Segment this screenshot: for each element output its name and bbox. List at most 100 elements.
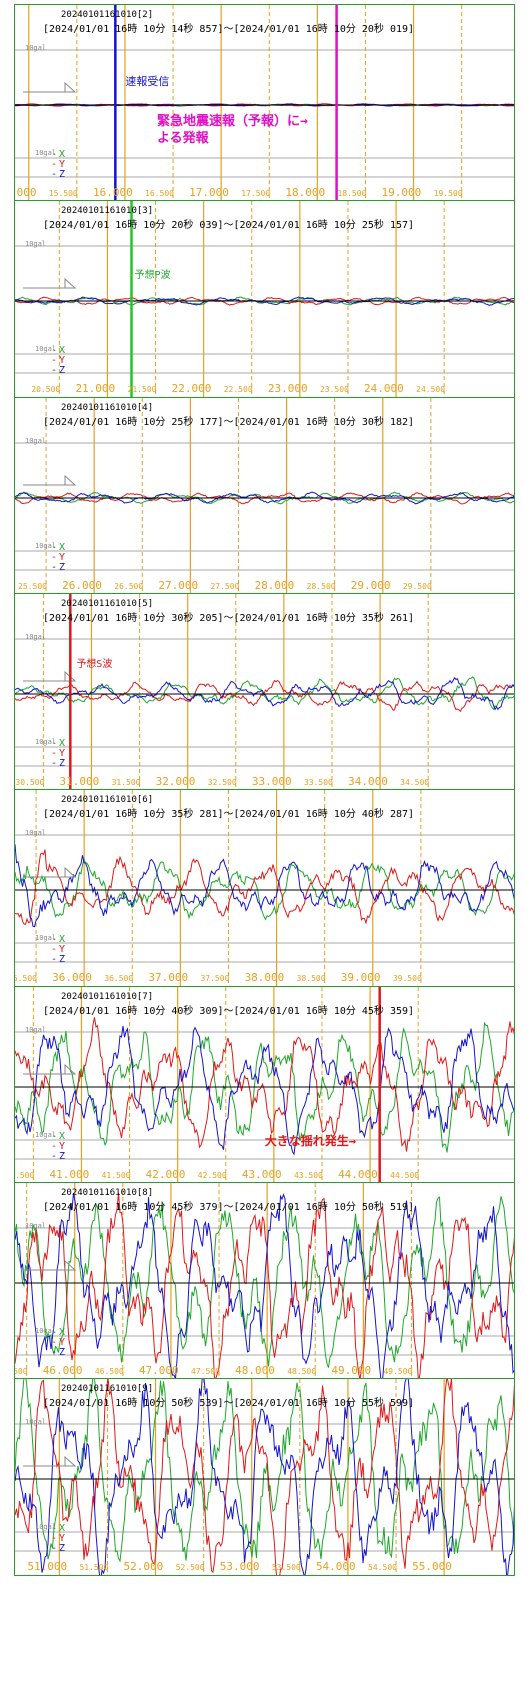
legend-label-z: Z (59, 1151, 65, 1162)
time-label-major: 15.000 (15, 186, 37, 199)
legend-label-x: X (59, 345, 65, 356)
waveform-y (15, 679, 514, 712)
legend-dash: - (51, 365, 57, 376)
time-label-major: 55.000 (412, 1560, 452, 1573)
waveform-z (15, 844, 514, 928)
event-label: よる発報 (157, 130, 210, 146)
waveform-y (15, 1016, 514, 1152)
scale-label-bottom: 10gal (35, 149, 56, 157)
legend-dash: - (51, 934, 57, 945)
time-label-minor: 33.500 (304, 778, 333, 787)
time-label-minor: 41.500 (102, 1171, 131, 1180)
time-label-major: 43.000 (242, 1168, 282, 1181)
record-id: 20240101161010[9] (61, 1384, 153, 1394)
waveform-chart: 10gal 10gal 20240101161010[4] [2024/01/01 1… (15, 397, 514, 594)
legend-dash: - (51, 1337, 57, 1348)
time-label-minor: 38.500 (297, 974, 326, 983)
time-label-major: 36.000 (52, 971, 92, 984)
time-range: [2024/01/01 16時 10分 40秒 309]～[2024/01/01… (43, 1004, 414, 1017)
time-label-minor: 34.500 (400, 778, 429, 787)
time-label-minor: 29.500 (403, 582, 432, 591)
time-label-minor: 26.500 (114, 582, 143, 591)
time-label-minor: 39.500 (393, 974, 422, 983)
legend-dash: - (51, 944, 57, 955)
scale-arrow-icon (23, 474, 77, 486)
time-label-major: 34.000 (348, 775, 388, 788)
scale-label-top: 10gal (25, 1026, 46, 1034)
waveform-chart: 10gal 10gal 20240101161010[7] [2024/01/01 1… (15, 986, 514, 1183)
waveform-z (15, 676, 514, 711)
legend-dash: - (51, 552, 57, 563)
time-range: [2024/01/01 16時 10分 45秒 379]～[2024/01/01… (43, 1200, 414, 1213)
legend-dash: - (51, 954, 57, 965)
scale-label-top: 10gal (25, 44, 46, 52)
time-label-minor: 52.500 (176, 1563, 205, 1572)
scale-label-top: 10gal (25, 829, 46, 837)
legend-label-y: Y (59, 1141, 65, 1152)
legend-dash: - (51, 355, 57, 366)
time-label-minor: 37.500 (200, 974, 229, 983)
waveform-x (15, 1195, 514, 1368)
time-label-major: 44.000 (338, 1168, 378, 1181)
waveform-z (15, 1379, 514, 1576)
legend-label-z: Z (59, 562, 65, 573)
time-label-minor: 49.500 (383, 1367, 412, 1376)
waveform-z (15, 491, 514, 504)
waveform-x (15, 1021, 514, 1152)
scale-arrow-icon (23, 1259, 77, 1271)
waveform-y (15, 1192, 514, 1379)
legend-label-y: Y (59, 159, 65, 170)
scale-label-top: 10gal (25, 633, 46, 641)
waveform-x (15, 1379, 514, 1563)
waveform-z (15, 1192, 514, 1379)
legend-label-x: X (59, 149, 65, 160)
legend-label-y: Y (59, 748, 65, 759)
time-label-minor: 51.500 (79, 1563, 108, 1572)
record-id: 20240101161010[6] (61, 795, 153, 805)
time-range: [2024/01/01 16時 10分 25秒 177]～[2024/01/01… (43, 415, 414, 428)
waveform-panel: 10gal 10gal 20240101161010[4] [2024/01/01 1… (14, 396, 515, 595)
record-id: 20240101161010[2] (61, 10, 153, 20)
legend-label-z: Z (59, 365, 65, 376)
time-label-major: 29.000 (351, 579, 391, 592)
waveform-x (15, 858, 514, 921)
time-label-minor: 24.500 (416, 385, 445, 394)
time-range: [2024/01/01 16時 10分 50秒 539]～[2024/01/01… (43, 1396, 414, 1409)
legend-dash: - (51, 748, 57, 759)
time-label-minor: 42.500 (198, 1171, 227, 1180)
waveform-panel: 10gal 10gal 20240101161010[5] [2024/01/01 1… (14, 592, 515, 791)
waveform-chart: 10gal 10gal 20240101161010[3] [2024/01/01 1… (15, 201, 514, 398)
scale-arrow-icon (23, 670, 77, 682)
time-label-minor: 18.500 (337, 189, 366, 198)
waveform-z (15, 1025, 514, 1156)
legend-dash: - (51, 159, 57, 170)
time-label-minor: 17.500 (241, 189, 270, 198)
scale-label-bottom: 10gal (35, 345, 56, 353)
time-label-major: 17.000 (189, 186, 229, 199)
time-label-minor: 19.500 (434, 189, 463, 198)
time-range: [2024/01/01 16時 10分 20秒 039]～[2024/01/01… (43, 218, 414, 231)
scale-label-bottom: 10gal (35, 1131, 56, 1139)
legend-label-z: Z (59, 758, 65, 769)
time-label-major: 53.000 (220, 1560, 260, 1573)
time-label-major: 16.000 (93, 186, 133, 199)
time-label-major: 33.000 (252, 775, 292, 788)
event-label: 緊急地震速報（予報）に→ (157, 113, 308, 129)
time-label-major: 41.000 (49, 1168, 89, 1181)
legend-label-z: Z (59, 169, 65, 180)
record-id: 20240101161010[3] (61, 206, 153, 216)
waveform-panel: 10gal 10gal 20240101161010[9] [2024/01/01 1… (14, 1378, 515, 1577)
waveform-y (15, 849, 514, 926)
legend-label-x: X (59, 738, 65, 749)
time-label-major: 49.000 (331, 1364, 371, 1377)
time-label-major: 38.000 (245, 971, 285, 984)
time-label-major: 46.000 (43, 1364, 83, 1377)
scale-label-bottom: 10gal (35, 738, 56, 746)
legend-label-x: X (59, 1523, 65, 1534)
time-label-major: 51.000 (27, 1560, 67, 1573)
time-range: [2024/01/01 16時 10分 35秒 281]～[2024/01/01… (43, 807, 414, 820)
time-label-major: 47.000 (139, 1364, 179, 1377)
scale-label-top: 10gal (25, 437, 46, 445)
time-label-major: 27.000 (158, 579, 198, 592)
legend-label-y: Y (59, 944, 65, 955)
